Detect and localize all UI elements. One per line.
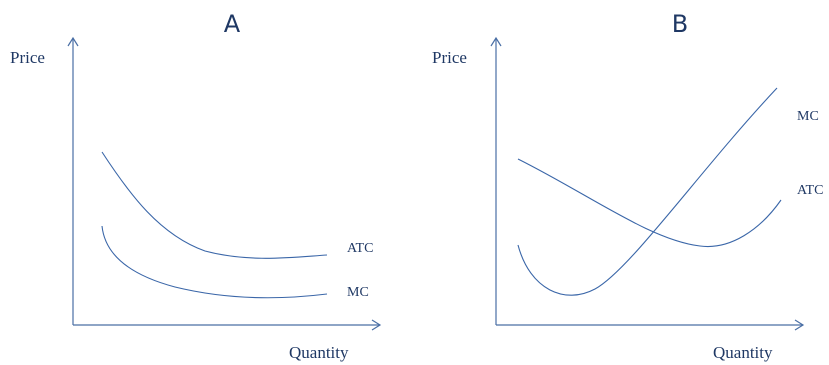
panel-a-x-axis-arrow [371,319,382,331]
panel-a-mc-label: MC [347,285,369,300]
panel-b-x-axis-arrow [794,319,805,331]
panel-a-axes [67,36,382,331]
panel-b-x-axis-label: Quantity [713,343,773,362]
panel-a-mc-curve [101,225,328,299]
panel-b-mc-label: MC [797,109,819,124]
panel-a-y-axis-arrow [67,36,79,47]
panel-a: A Price Quantity ATC MC [10,10,382,362]
panel-b-atc-label: ATC [797,183,823,198]
panel-b-axes [490,36,805,331]
panel-b-mc-curve [517,87,778,296]
panel-a-title: A [224,10,241,38]
panel-a-atc-curve [101,151,328,259]
panel-a-x-axis-label: Quantity [289,343,349,362]
panel-b-atc-curve [517,158,782,248]
panel-b-title: B [672,10,688,38]
panel-b-y-axis-label: Price [432,48,467,67]
panel-b-y-axis-arrow [490,36,502,47]
panel-a-atc-label: ATC [347,241,373,256]
panel-a-y-axis-label: Price [10,48,45,67]
panel-b: B Price Quantity MC ATC [432,10,823,362]
